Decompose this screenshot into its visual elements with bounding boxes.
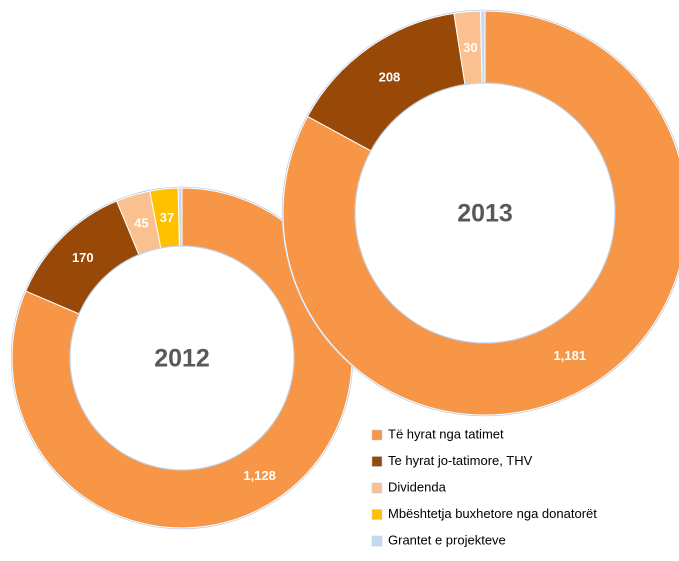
legend-label: Grantet e projekteve: [388, 532, 506, 547]
legend-swatch: [371, 509, 383, 520]
value-label: 1,128: [243, 468, 276, 483]
center-title: 2012: [154, 345, 210, 373]
value-label: 1,181: [554, 348, 587, 363]
legend-swatch: [371, 429, 383, 441]
value-label: 170: [72, 250, 94, 265]
value-label: 208: [379, 70, 401, 85]
donut: Të hyrat nga tatimet 1,181Te hyrat jo-tat…: [281, 9, 679, 417]
legend-label: Të hyrat nga tatimet: [388, 426, 504, 441]
legend-swatch: [371, 535, 383, 547]
donut-hole-outline: [354, 82, 616, 344]
legend-label: Te hyrat jo-tatimore, THV: [388, 453, 533, 468]
legend: Të hyrat nga tatimet Te hyrat jo-tatimore…: [371, 426, 597, 547]
value-label: 30: [463, 40, 477, 55]
value-label: 45: [134, 215, 148, 230]
donut-hole-outline: [69, 245, 295, 471]
donut: Të hyrat nga tatimet1,128Te hyrat jo-tat…: [10, 186, 354, 530]
legend-label: Dividenda: [388, 479, 447, 494]
legend-label: Mbështetja buxhetore nga donatorët: [388, 506, 597, 521]
value-label: 37: [160, 210, 174, 225]
legend-swatch: [371, 456, 383, 467]
legend-swatch: [371, 482, 383, 494]
center-title: 2013: [457, 200, 513, 228]
